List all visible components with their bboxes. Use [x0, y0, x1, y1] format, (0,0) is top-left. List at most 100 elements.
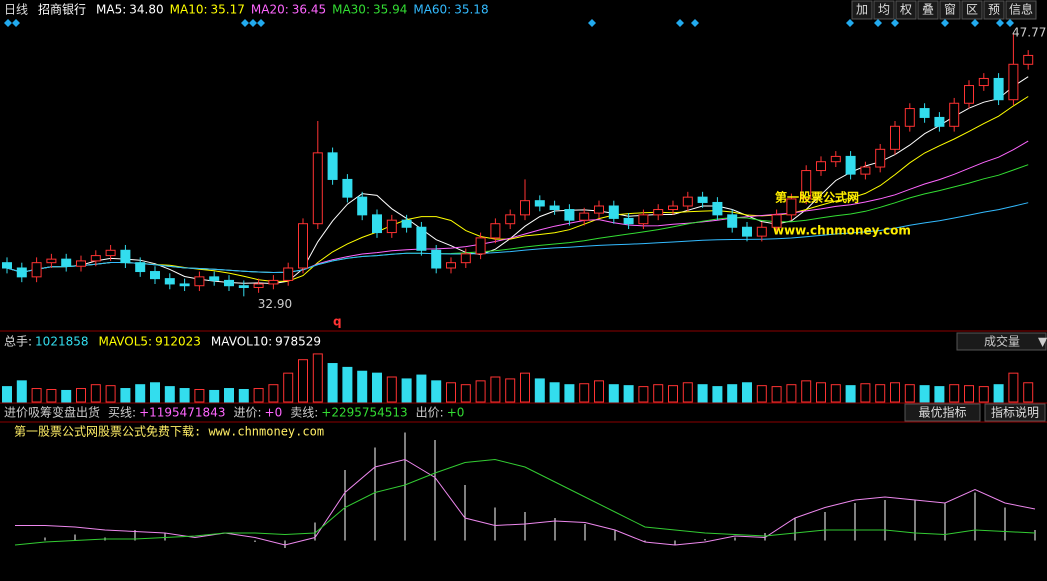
volume-bar: [890, 382, 900, 403]
candle: [934, 116, 945, 127]
label: 进价:: [233, 406, 261, 420]
signal: [249, 19, 257, 27]
ma-line: [6, 96, 1029, 283]
button[interactable]: [904, 403, 981, 422]
candle: [756, 226, 767, 237]
candle: [919, 108, 930, 118]
button-label[interactable]: 信息: [1009, 2, 1033, 17]
signal: [12, 19, 20, 27]
volume-bar: [224, 388, 234, 403]
ma-value: 36.45: [292, 3, 326, 17]
candle: [904, 108, 915, 127]
button-label[interactable]: 指标说明: [991, 405, 1039, 420]
volume-bar: [416, 374, 427, 403]
button[interactable]: [895, 0, 917, 20]
volume-bar: [179, 388, 190, 403]
button-label[interactable]: 均: [878, 3, 890, 17]
candle: [46, 258, 57, 264]
button[interactable]: [1005, 0, 1037, 20]
candle: [16, 267, 27, 278]
candle: [105, 249, 116, 257]
button-label[interactable]: 权: [900, 3, 912, 17]
volume-bar: [549, 382, 560, 403]
candle: [475, 237, 486, 255]
ma-value: 35.17: [211, 3, 245, 17]
volume-bar: [608, 384, 619, 403]
ma-value: 34.80: [129, 3, 163, 17]
candle: [727, 214, 738, 228]
volume-bar: [312, 353, 323, 403]
selector[interactable]: 成交量: [984, 334, 1020, 349]
button-label[interactable]: 加: [856, 3, 868, 17]
button-label[interactable]: 最优指标: [918, 405, 966, 420]
value: +0: [265, 406, 283, 420]
signal: [874, 19, 882, 27]
volume-bar: [460, 384, 471, 403]
candle: [771, 214, 782, 228]
candle: [978, 77, 989, 87]
candle: [490, 223, 501, 239]
volume-bar: [816, 382, 826, 403]
button-label[interactable]: 叠: [922, 3, 934, 17]
signal: [971, 19, 979, 27]
button[interactable]: [851, 0, 873, 20]
watermark-url: www.chnmoney.com: [773, 224, 911, 238]
signal: [588, 19, 596, 27]
candle: [875, 148, 886, 168]
volume-bar: [756, 385, 767, 403]
volume-bar: [993, 384, 1004, 403]
volume-bar: [978, 386, 989, 403]
candle: [949, 102, 960, 127]
candle: [224, 279, 234, 287]
ma-line: [6, 202, 1029, 274]
signal: [996, 19, 1004, 27]
button[interactable]: [917, 0, 939, 20]
candle: [534, 200, 545, 207]
candle: [549, 205, 560, 211]
indicator-name: 进价吸筹变盘出货: [4, 405, 100, 420]
low-label: 32.90: [258, 297, 292, 311]
candle: [401, 219, 412, 228]
watermark: 第一股票公式网: [775, 190, 859, 205]
candle: [342, 178, 353, 198]
volume-bar: [579, 383, 590, 403]
button-label[interactable]: 预: [988, 3, 1000, 17]
caption: 第一股票公式网股票公式免费下载: www.chnmoney.com: [14, 424, 324, 439]
button[interactable]: [939, 0, 961, 20]
volume-bar: [401, 378, 412, 403]
value: 1021858: [35, 335, 88, 349]
button[interactable]: [961, 0, 983, 20]
arrow: ▼: [1038, 335, 1047, 349]
volume-bar: [1008, 372, 1019, 403]
ma-name: MA10:: [170, 3, 208, 17]
volume-bar: [253, 388, 264, 403]
button[interactable]: [984, 403, 1046, 422]
candle: [801, 170, 812, 200]
button-label[interactable]: 窗: [944, 3, 956, 17]
button[interactable]: [873, 0, 895, 20]
ma-name: MA20:: [251, 3, 289, 17]
volume-bar: [135, 384, 146, 403]
selector-box[interactable]: [956, 332, 1047, 351]
volume-bar: [786, 384, 797, 403]
button[interactable]: [983, 0, 1005, 20]
button-label[interactable]: 区: [966, 3, 978, 17]
candle: [312, 152, 323, 225]
signal: [846, 19, 854, 27]
volume-bar: [16, 380, 27, 403]
volume-bar: [771, 386, 782, 403]
volume-bar: [564, 384, 575, 403]
ma-name: MA60:: [413, 3, 451, 17]
signal: [1006, 19, 1014, 27]
value: +2295754513: [321, 406, 407, 420]
volume-bar: [105, 385, 116, 403]
candle: [1008, 63, 1019, 101]
candle: [446, 262, 456, 269]
candle: [993, 77, 1004, 101]
volume-bar: [327, 363, 338, 403]
candle: [1023, 54, 1034, 65]
candle: [668, 205, 678, 211]
candle: [31, 262, 42, 278]
candle: [830, 155, 841, 163]
